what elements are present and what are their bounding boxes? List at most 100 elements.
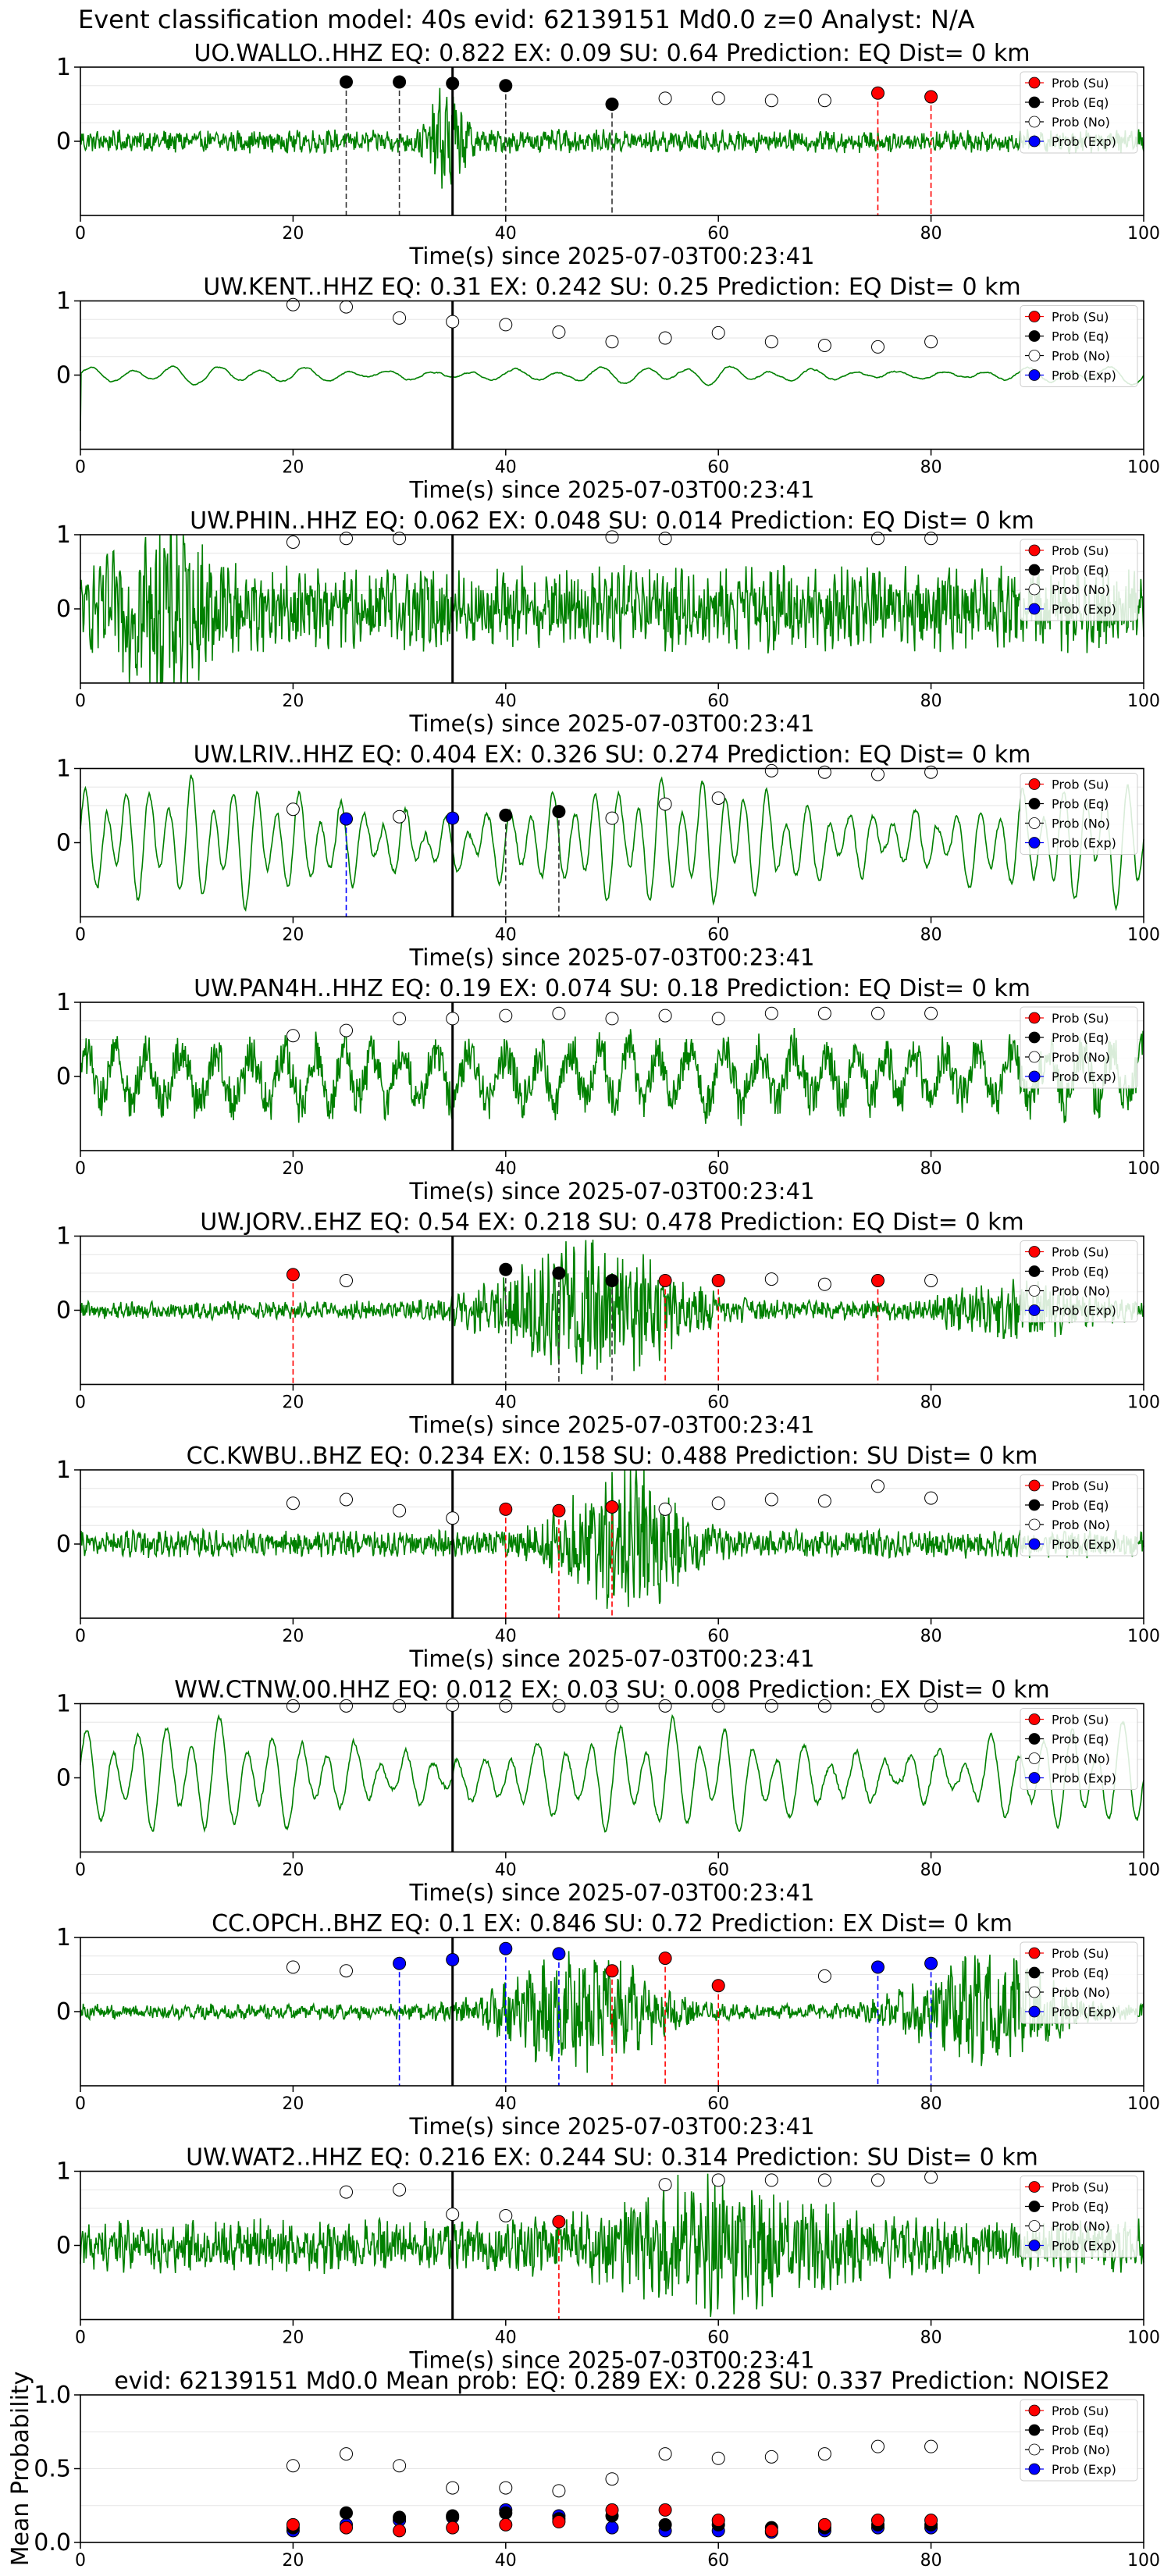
marker-prob-noise	[871, 767, 884, 781]
legend-marker	[1028, 817, 1041, 829]
marker-prob-noise	[871, 1699, 884, 1713]
legend-marker	[1028, 96, 1041, 109]
marker-prob-noise	[393, 311, 407, 325]
legend-marker	[1028, 311, 1041, 322]
marker-prob-su	[340, 2521, 353, 2535]
x-axis-label: Time(s) since 2025-07-03T00:23:41	[409, 945, 815, 971]
legend-frame	[1020, 305, 1138, 387]
legend: Prob (Su) Prob (Eq) Prob (No) Prob (Exp)	[1020, 1941, 1138, 2024]
legend-label: Prob (No)	[1052, 1985, 1110, 2000]
marker-prob-noise	[764, 335, 778, 349]
legend-marker	[1028, 1772, 1041, 1784]
subplot: UW.PHIN..HHZ EQ: 0.062 EX: 0.048 SU: 0.0…	[56, 507, 1160, 737]
marker-prob-eq	[393, 2510, 407, 2524]
subplot-title: UO.WALLO..HHZ EQ: 0.822 EX: 0.09 SU: 0.6…	[194, 40, 1030, 67]
x-tick-label: 0	[75, 2551, 86, 2571]
x-tick-label: 100	[1127, 926, 1160, 945]
legend-label: Prob (Exp)	[1052, 368, 1116, 383]
marker-prob-su	[286, 2517, 300, 2532]
marker-prob-exp	[605, 2521, 619, 2535]
marker-prob-noise	[711, 1012, 725, 1026]
x-tick-label: 100	[1127, 2094, 1160, 2114]
marker-prob-noise	[924, 2170, 938, 2184]
y-tick-label: 1	[56, 989, 71, 1016]
marker-prob-noise	[340, 1274, 353, 1287]
x-tick-label: 80	[920, 2551, 942, 2571]
legend-label: Prob (Exp)	[1052, 1304, 1116, 1318]
legend-label: Prob (No)	[1052, 1752, 1110, 1767]
legend-marker	[1028, 1966, 1041, 1979]
subplot: CC.OPCH..BHZ EQ: 0.1 EX: 0.846 SU: 0.72 …	[56, 1910, 1160, 2140]
axes-frame	[80, 300, 1144, 450]
x-tick-label: 100	[1127, 692, 1160, 711]
marker-prob-noise	[658, 1699, 672, 1713]
legend-marker	[1028, 1986, 1041, 1998]
x-tick-label: 0	[75, 1627, 86, 1646]
x-tick-label: 100	[1127, 1861, 1160, 1880]
marker-prob-eq	[446, 2509, 460, 2523]
legend-marker	[1028, 135, 1041, 148]
waveform-trace	[80, 2173, 1144, 2318]
marker-prob-exp	[446, 1953, 460, 1966]
marker-prob-noise	[340, 2447, 353, 2461]
legend-frame	[1020, 1708, 1138, 1790]
legend-marker	[1028, 1031, 1041, 1044]
marker-prob-noise	[924, 1274, 938, 1287]
subplot: UW.PAN4H..HHZ EQ: 0.19 EX: 0.074 SU: 0.1…	[56, 975, 1160, 1204]
marker-prob-noise	[552, 1699, 566, 1713]
x-tick-label: 40	[495, 2551, 517, 2571]
marker-prob-noise	[658, 2178, 672, 2192]
marker-prob-eq	[393, 75, 407, 89]
marker-prob-noise	[340, 1493, 353, 1507]
x-tick-label: 60	[707, 1627, 729, 1646]
y-tick-label: 1	[56, 521, 71, 549]
x-tick-label: 20	[282, 1627, 304, 1646]
legend-label: Prob (No)	[1052, 2219, 1110, 2234]
x-tick-label: 40	[495, 458, 517, 478]
x-tick-label: 40	[495, 1393, 517, 1413]
x-tick-label: 20	[282, 1159, 304, 1179]
marker-prob-noise	[817, 1006, 831, 1020]
marker-prob-noise	[446, 1698, 460, 1712]
y-tick-label: 0	[56, 1765, 71, 1792]
subplot: evid: 62139151 Md0.0 Mean prob: EQ: 0.28…	[7, 2368, 1160, 2571]
y-tick-label: 1.0	[34, 2382, 71, 2409]
marker-prob-noise	[286, 1960, 300, 1974]
legend-frame	[1020, 773, 1138, 855]
legend-marker	[1028, 1733, 1041, 1745]
subplot-title: UW.JORV..EHZ EQ: 0.54 EX: 0.218 SU: 0.47…	[200, 1209, 1023, 1236]
marker-prob-su	[605, 1964, 619, 1978]
legend-marker	[1028, 1947, 1041, 1959]
x-tick-label: 20	[282, 1861, 304, 1880]
marker-prob-noise	[817, 2173, 831, 2187]
x-tick-label: 0	[75, 926, 86, 945]
x-tick-label: 100	[1127, 2329, 1160, 2348]
marker-prob-noise	[393, 1699, 407, 1713]
marker-prob-noise	[499, 2481, 513, 2495]
legend-label: Prob (Exp)	[1052, 836, 1116, 851]
legend-label: Prob (Su)	[1052, 2403, 1109, 2418]
y-tick-label: 0.5	[34, 2456, 71, 2483]
marker-prob-noise	[817, 1969, 831, 1983]
marker-prob-noise	[446, 2208, 460, 2222]
x-axis-label: Time(s) since 2025-07-03T00:23:41	[409, 1646, 815, 1672]
y-tick-label: 1	[56, 1457, 71, 1484]
marker-prob-eq	[658, 2517, 672, 2532]
y-tick-label: 0	[56, 1531, 71, 1558]
marker-prob-noise	[605, 2472, 619, 2486]
legend-marker	[1028, 1246, 1041, 1258]
marker-prob-eq	[446, 76, 460, 91]
legend-frame	[1020, 1474, 1138, 1557]
marker-prob-noise	[605, 811, 619, 825]
marker-prob-su	[605, 2503, 619, 2517]
legend-marker	[1028, 544, 1041, 557]
legend-marker	[1028, 778, 1041, 790]
legend-marker	[1028, 1070, 1041, 1083]
marker-prob-noise	[817, 2447, 831, 2461]
x-tick-label: 40	[495, 692, 517, 711]
legend-label: Prob (No)	[1052, 1050, 1110, 1065]
legend: Prob (Su) Prob (Eq) Prob (No) Prob (Exp)	[1020, 2176, 1138, 2258]
x-tick-label: 60	[707, 1393, 729, 1413]
x-tick-label: 40	[495, 1627, 517, 1646]
x-tick-label: 20	[282, 458, 304, 478]
